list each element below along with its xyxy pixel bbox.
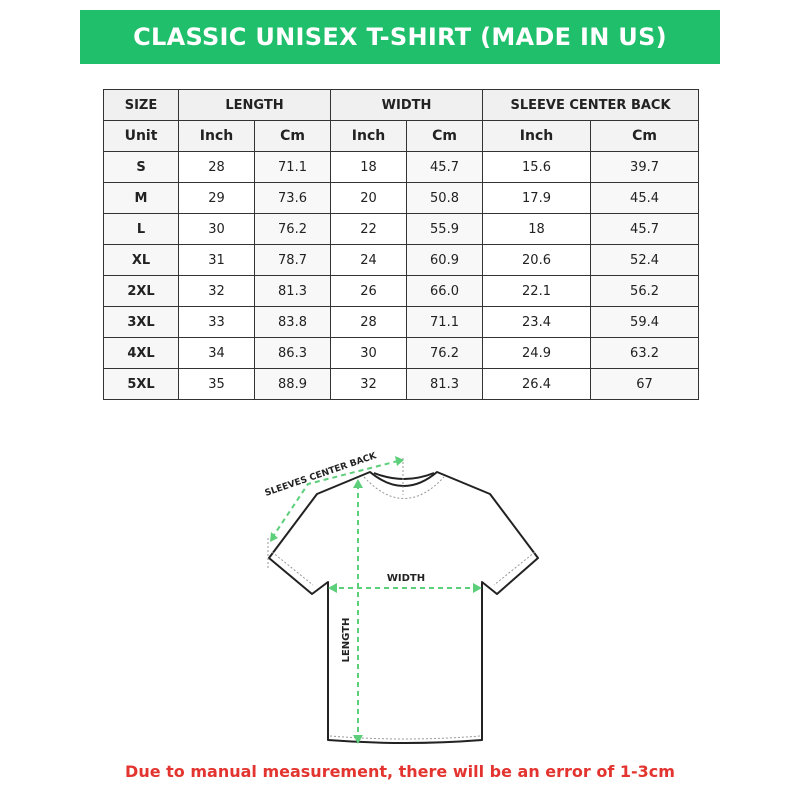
table-row: XL 31 78.7 24 60.9 20.6 52.4 — [103, 244, 700, 276]
measurement-note: Due to manual measurement, there will be… — [125, 762, 675, 781]
value-cell: 71.1 — [406, 306, 484, 338]
size-cell: L — [103, 213, 179, 245]
table-row: L 30 76.2 22 55.9 18 45.7 — [103, 213, 700, 245]
table-row: 4XL 34 86.3 30 76.2 24.9 63.2 — [103, 337, 700, 369]
value-cell: 76.2 — [253, 213, 332, 245]
header-sleeve: SLEEVE CENTER BACK — [482, 89, 700, 121]
value-cell: 63.2 — [590, 337, 700, 369]
size-table: SIZE LENGTH WIDTH SLEEVE CENTER BACK Uni… — [103, 89, 700, 400]
unit-row: Unit Inch Cm Inch Cm Inch Cm — [103, 120, 700, 152]
value-cell: 67 — [590, 368, 700, 400]
tshirt-outline — [268, 471, 539, 744]
value-cell: 22 — [330, 213, 408, 245]
value-cell: 34 — [178, 337, 255, 369]
header-row: SIZE LENGTH WIDTH SLEEVE CENTER BACK — [103, 89, 700, 121]
size-cell: 3XL — [103, 306, 179, 338]
value-cell: 22.1 — [482, 275, 592, 307]
value-cell: 81.3 — [406, 368, 484, 400]
value-cell: Inch — [330, 120, 408, 152]
value-cell: 45.7 — [406, 151, 484, 183]
width-label: WIDTH — [387, 573, 425, 584]
value-cell: 28 — [330, 306, 408, 338]
value-cell: Inch — [482, 120, 592, 152]
size-cell: Unit — [103, 120, 179, 152]
value-cell: Cm — [406, 120, 484, 152]
size-cell: XL — [103, 244, 179, 276]
value-cell: Cm — [590, 120, 700, 152]
value-cell: 45.7 — [590, 213, 700, 245]
size-cell: 5XL — [103, 368, 179, 400]
header-size: SIZE — [103, 89, 179, 121]
value-cell: 60.9 — [406, 244, 484, 276]
header-length: LENGTH — [177, 89, 332, 121]
page-title: CLASSIC UNISEX T-SHIRT (MADE IN US) — [133, 23, 667, 51]
value-cell: 35 — [178, 368, 255, 400]
value-cell: 30 — [330, 337, 408, 369]
value-cell: 86.3 — [253, 337, 332, 369]
value-cell: Cm — [253, 120, 332, 152]
value-cell: 31 — [178, 244, 255, 276]
size-cell: 4XL — [103, 337, 179, 369]
value-cell: 20 — [330, 182, 408, 214]
value-cell: 50.8 — [406, 182, 484, 214]
value-cell: 18 — [482, 213, 592, 245]
value-cell: 81.3 — [253, 275, 332, 307]
value-cell: 73.6 — [253, 182, 332, 214]
title-banner: CLASSIC UNISEX T-SHIRT (MADE IN US) — [80, 10, 720, 64]
arrow-heads — [270, 456, 482, 744]
value-cell: 66.0 — [406, 275, 484, 307]
value-cell: 32 — [178, 275, 255, 307]
value-cell: 78.7 — [253, 244, 332, 276]
length-label: LENGTH — [341, 618, 352, 663]
value-cell: 18 — [330, 151, 408, 183]
value-cell: 59.4 — [590, 306, 700, 338]
value-cell: 24.9 — [482, 337, 592, 369]
table-row: 5XL 35 88.9 32 81.3 26.4 67 — [103, 368, 700, 400]
measure-arrows — [271, 460, 478, 740]
value-cell: 30 — [178, 213, 255, 245]
value-cell: 83.8 — [253, 306, 332, 338]
value-cell: 29 — [178, 182, 255, 214]
value-cell: 56.2 — [590, 275, 700, 307]
value-cell: 88.9 — [253, 368, 332, 400]
header-width: WIDTH — [330, 89, 484, 121]
value-cell: 55.9 — [406, 213, 484, 245]
value-cell: Inch — [178, 120, 255, 152]
value-cell: 76.2 — [406, 337, 484, 369]
value-cell: 26.4 — [482, 368, 592, 400]
table-row: 3XL 33 83.8 28 71.1 23.4 59.4 — [103, 306, 700, 338]
value-cell: 45.4 — [590, 182, 700, 214]
value-cell: 32 — [330, 368, 408, 400]
